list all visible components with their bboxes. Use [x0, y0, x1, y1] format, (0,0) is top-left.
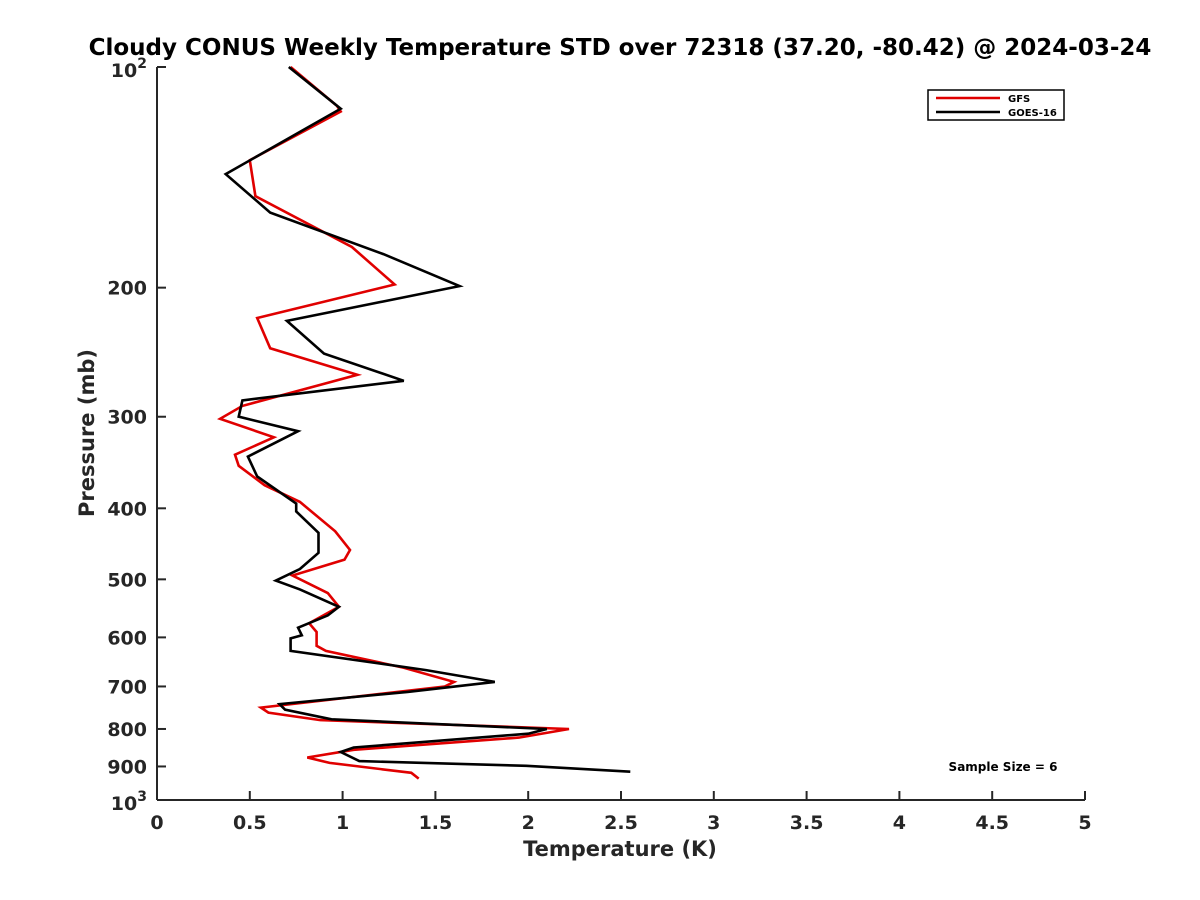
- y-tick-label: 200: [107, 278, 147, 300]
- axes: 0 0.5 1 1.5 2 2.5 3 3.5 4 4.5 5 200 300 400 500 600 700 8…: [107, 56, 1091, 834]
- chart-title: Cloudy CONUS Weekly Temperature STD over…: [89, 35, 1152, 61]
- x-tick-label: 4.5: [975, 812, 1009, 834]
- series-line-gfs: [216, 66, 570, 780]
- x-tick-label: 5: [1078, 812, 1091, 834]
- legend: GFS GOES-16: [927, 89, 1065, 121]
- x-tick-label: 2: [522, 812, 535, 834]
- y-tick-label: 700: [107, 676, 147, 698]
- y-tick-label: 500: [107, 569, 147, 591]
- y-tick-label: 102: [111, 56, 147, 82]
- y-axis-label: Pressure (mb): [75, 349, 99, 517]
- x-tick-label: 4: [893, 812, 906, 834]
- plot-area: [216, 65, 631, 780]
- y-tick-label: 300: [107, 407, 147, 429]
- y-tick-label: 800: [107, 719, 147, 741]
- legend-label-gfs: GFS: [1008, 94, 1030, 105]
- x-tick-label: 0: [150, 812, 163, 834]
- x-tick-label: 3: [707, 812, 720, 834]
- x-axis-label: Temperature (K): [523, 837, 717, 861]
- sample-size-annotation: Sample Size = 6: [949, 760, 1058, 774]
- legend-box: [927, 89, 1065, 121]
- x-tick-label: 1.5: [419, 812, 453, 834]
- y-tick-label: 900: [107, 756, 147, 778]
- legend-label-goes-16: GOES-16: [1008, 108, 1057, 119]
- x-tick-label: 0.5: [233, 812, 267, 834]
- x-tick-label: 1: [336, 812, 349, 834]
- y-tick-label: 600: [107, 627, 147, 649]
- x-tick-label: 2.5: [604, 812, 638, 834]
- series-line-goes-16: [223, 65, 631, 773]
- y-tick-label: 103: [111, 789, 147, 815]
- x-tick-label: 3.5: [790, 812, 824, 834]
- y-tick-label: 400: [107, 498, 147, 520]
